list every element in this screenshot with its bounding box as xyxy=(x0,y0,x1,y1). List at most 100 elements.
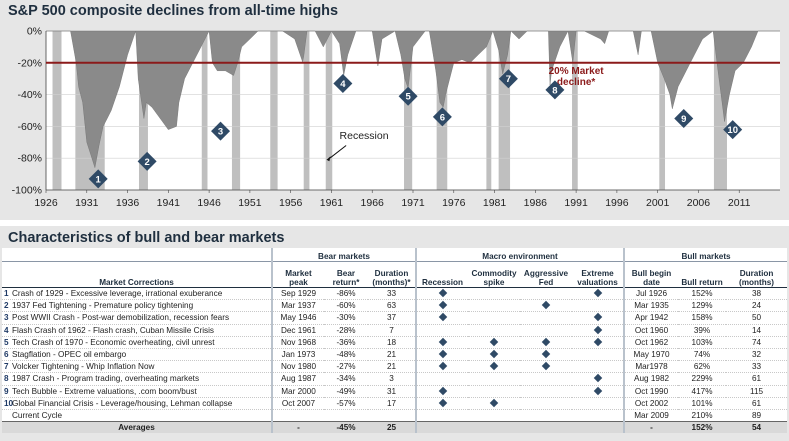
recession-flag-cell xyxy=(415,348,468,362)
valuations-flag-cell xyxy=(572,287,625,301)
recession-band xyxy=(231,31,241,190)
bull-begin-cell: Mar1978 xyxy=(623,360,679,374)
event-marker-diamond xyxy=(545,80,565,100)
y-tick-label: -20% xyxy=(17,57,42,69)
table-row: 1 Crash of 1929 - Excessive leverage, irr… xyxy=(2,287,788,301)
recession-flag-cell xyxy=(415,360,468,374)
col-bull-begin: Bull begin date xyxy=(623,261,679,288)
diamond-marker-icon xyxy=(438,386,447,395)
bull-markets-header: Bull markets xyxy=(623,248,788,262)
col-bull-return: Bull return xyxy=(678,261,727,288)
event-marker-label: 3 xyxy=(218,127,223,138)
recession-band xyxy=(404,31,413,190)
x-tick-label: 1971 xyxy=(401,197,425,209)
bear-return-cell: -57% xyxy=(324,397,368,410)
row-number: 8 xyxy=(4,374,9,384)
peak-cell: Oct 2007 xyxy=(271,397,324,410)
recession-flag-cell xyxy=(415,385,468,398)
y-tick-label: -40% xyxy=(17,89,42,101)
event-marker-diamond xyxy=(333,73,353,93)
event-marker-label: 6 xyxy=(440,112,445,123)
event-marker-diamond xyxy=(398,86,418,106)
commodity-flag-cell xyxy=(468,360,520,374)
event-marker-label: 9 xyxy=(681,114,686,125)
commodity-flag-cell xyxy=(468,324,520,337)
commodity-flag-cell xyxy=(468,299,520,313)
fed-flag-cell xyxy=(520,397,572,410)
recession-annotation: Recession xyxy=(340,130,389,142)
commodity-flag-cell xyxy=(468,311,520,325)
table-row: 4 Flash Crash of 1962 - Flash crash, Cuba… xyxy=(2,324,788,337)
row-number: 1 xyxy=(4,289,9,299)
y-tick-label: -80% xyxy=(17,153,42,165)
bull-duration-cell: 115 xyxy=(726,385,788,398)
diamond-marker-icon xyxy=(593,325,602,334)
bull-return-cell: 417% xyxy=(678,385,727,398)
x-tick-label: 2001 xyxy=(646,197,670,209)
commodity-flag-cell xyxy=(468,409,520,423)
fed-flag-cell xyxy=(520,348,572,362)
x-tick-label: 1931 xyxy=(75,197,99,209)
peak-cell: Aug 1987 xyxy=(271,372,324,386)
diamond-marker-icon xyxy=(593,313,602,322)
col-market-peak: Market peak xyxy=(271,261,324,288)
recession-arrow-head xyxy=(326,156,331,162)
market-correction-cell: Current Cycle xyxy=(2,409,272,423)
table-row: Current Cycle Mar 2009 210% 89 xyxy=(2,409,788,423)
market-correction-name: Tech Crash of 1970 - Economic overheatin… xyxy=(12,337,215,347)
peak-cell: Jan 1973 xyxy=(271,348,324,362)
peak-cell: Dec 1961 xyxy=(271,324,324,337)
macro-environment-header: Macro environment xyxy=(414,248,625,262)
event-marker-diamond xyxy=(211,121,231,141)
bull-begin-cell: Oct 1990 xyxy=(623,385,679,398)
bear-return-cell: -28% xyxy=(324,324,368,337)
valuations-flag-cell xyxy=(572,336,625,349)
recession-flag-cell xyxy=(415,324,468,337)
avg-bull-duration: 54 xyxy=(726,421,788,434)
table-row: 2 1937 Fed Tightening - Premature policy … xyxy=(2,299,788,313)
commodity-flag-cell xyxy=(468,372,520,386)
diamond-marker-icon xyxy=(438,301,447,310)
event-marker-diamond xyxy=(723,120,743,140)
row-number: 9 xyxy=(4,386,9,396)
bull-begin-cell: Aug 1982 xyxy=(623,372,679,386)
valuations-flag-cell xyxy=(572,348,625,362)
avg-bull-begin: - xyxy=(623,421,679,434)
market-correction-name: Volcker Tightening - Whip Inflation Now xyxy=(12,362,155,372)
x-tick-label: 1936 xyxy=(116,197,140,209)
recession-band xyxy=(303,31,310,190)
x-tick-label: 2006 xyxy=(687,197,711,209)
bear-duration-cell: 17 xyxy=(368,397,416,410)
commodity-flag-cell xyxy=(468,336,520,349)
market-correction-name: Stagflation - OPEC oil embargo xyxy=(12,350,127,360)
diamond-marker-icon xyxy=(541,361,551,371)
threshold-label: decline* xyxy=(557,77,595,88)
market-correction-cell: 4 Flash Crash of 1962 - Flash crash, Cuba… xyxy=(2,324,272,337)
market-correction-cell: 10Global Financial Crisis - Leverage/hou… xyxy=(2,397,272,410)
commodity-flag-cell xyxy=(468,287,520,301)
diamond-marker-icon xyxy=(489,361,499,371)
bear-duration-cell: 18 xyxy=(368,336,416,349)
fed-flag-cell xyxy=(520,287,572,301)
bull-begin-cell: May 1970 xyxy=(623,348,679,362)
bear-return-cell: -36% xyxy=(324,336,368,349)
recession-band xyxy=(572,31,578,190)
fed-flag-cell xyxy=(520,409,572,423)
event-marker-label: 5 xyxy=(405,92,411,103)
recession-flag-cell xyxy=(415,299,468,313)
bull-return-cell: 39% xyxy=(678,324,727,337)
commodity-flag-cell xyxy=(468,385,520,398)
bear-duration-cell: 37 xyxy=(368,311,416,325)
market-correction-cell: 9 Tech Bubble - Extreme valuations, .com … xyxy=(2,385,272,398)
recession-flag-cell xyxy=(415,311,468,325)
valuations-flag-cell xyxy=(572,360,625,374)
table-row: 3 Post WWII Crash - Post-war demobilizati… xyxy=(2,311,788,325)
avg-bull-return: 152% xyxy=(678,421,727,434)
recession-band xyxy=(270,31,278,190)
event-marker-diamond xyxy=(137,151,157,171)
fed-flag-cell xyxy=(520,324,572,337)
x-tick-label: 1966 xyxy=(361,197,385,209)
x-tick-label: 1976 xyxy=(442,197,466,209)
table-row: 6 Stagflation - OPEC oil embargo Jan 1973-… xyxy=(2,348,788,362)
event-marker-label: 7 xyxy=(506,74,511,85)
